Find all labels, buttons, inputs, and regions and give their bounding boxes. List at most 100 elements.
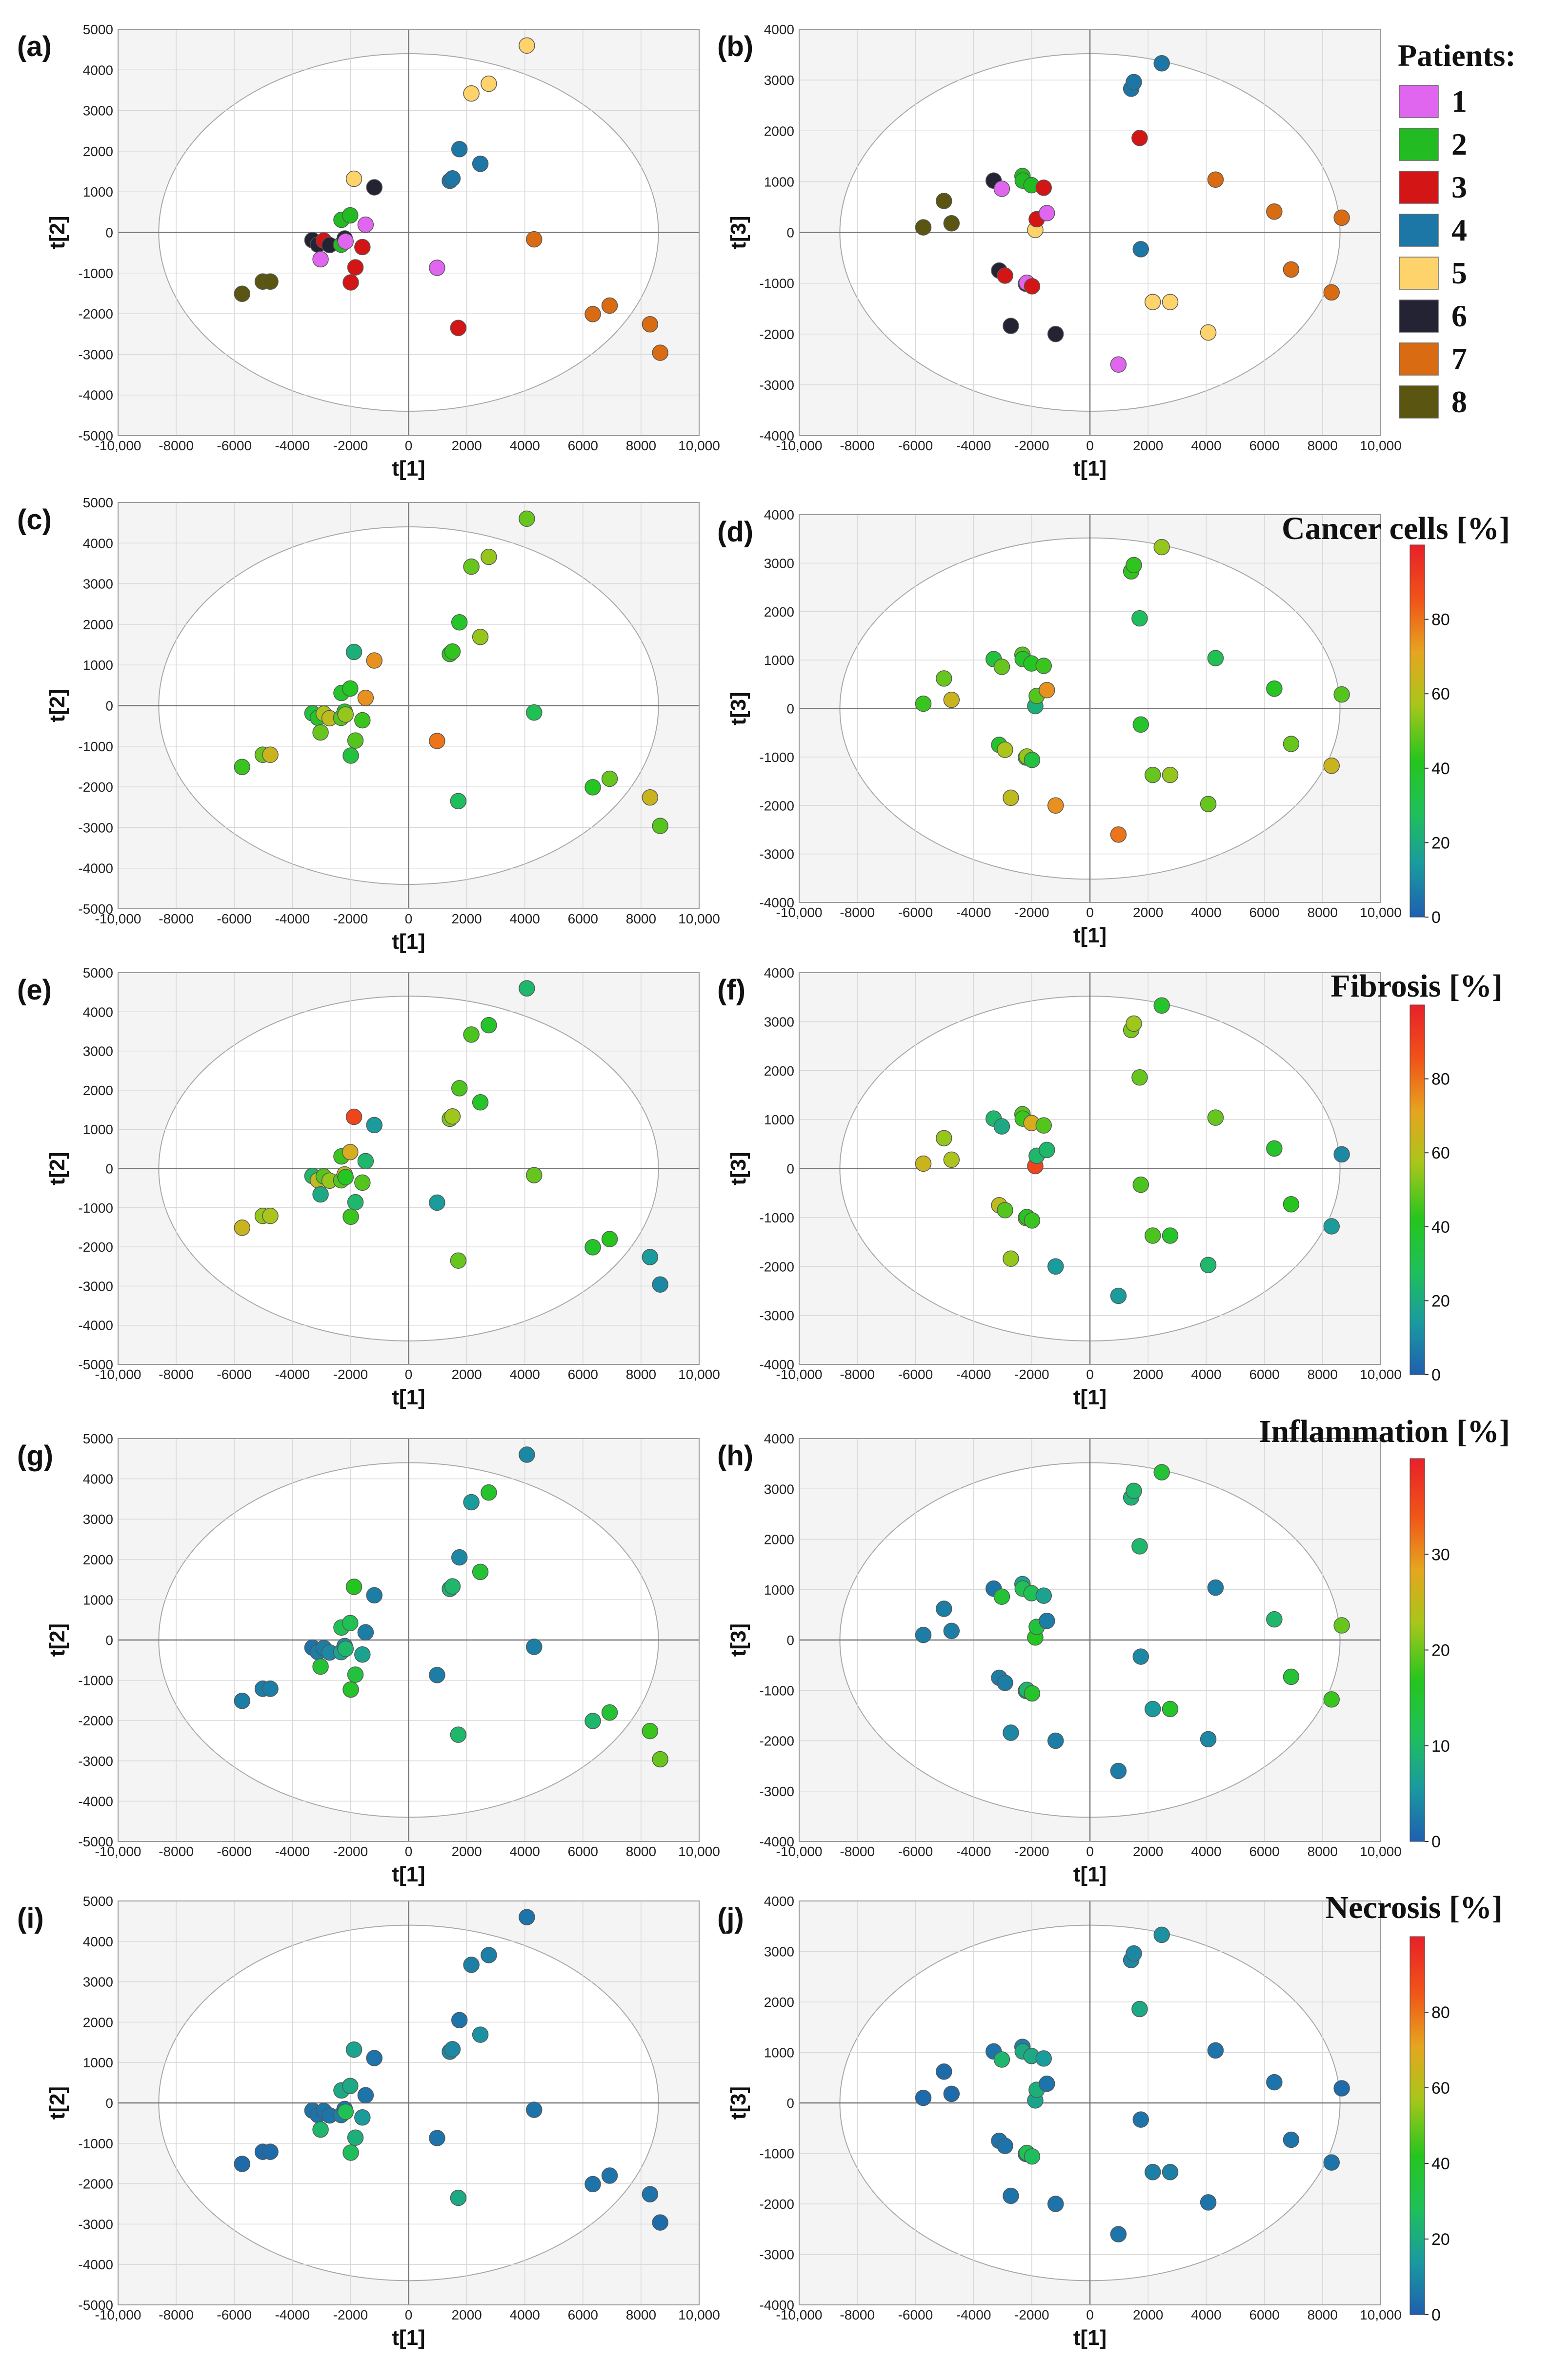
x-tick-label: -4000 <box>956 1844 991 1859</box>
colorbar-tick-label: 80 <box>1431 2003 1450 2022</box>
data-point <box>472 1094 489 1111</box>
y-tick-label: -1000 <box>759 2146 794 2161</box>
plot-frame <box>799 1900 1381 2305</box>
data-point <box>642 316 659 333</box>
data-point <box>642 2186 659 2202</box>
data-point <box>1144 766 1161 783</box>
data-point <box>1200 1257 1217 1273</box>
panel-h: -10,000 -8000 -6000 -4000 -2000 0 2000 4000 6000… <box>717 1431 1402 1886</box>
x-tick-label: -8000 <box>840 1844 875 1859</box>
y-tick-label: -3000 <box>759 2247 794 2262</box>
data-point <box>936 2063 952 2080</box>
panel-g: -10,000 -8000 -6000 -4000 -2000 0 2000 4000 6000… <box>17 1431 720 1886</box>
data-point <box>347 259 364 276</box>
data-point <box>584 1239 601 1256</box>
panel-label: (f) <box>717 974 745 1006</box>
colorbar-tick-label: 30 <box>1431 1545 1450 1564</box>
data-point <box>337 1169 354 1185</box>
data-point <box>993 1588 1010 1605</box>
data-point <box>642 1249 659 1265</box>
data-point <box>337 1640 354 1657</box>
data-point <box>915 1626 932 1643</box>
data-point <box>601 297 618 314</box>
y-tick-label: 4000 <box>764 965 794 980</box>
colorbar-title: Necrosis [%] <box>1325 1890 1503 1925</box>
data-point <box>337 233 354 250</box>
data-point <box>472 1563 489 1580</box>
data-point <box>450 320 467 337</box>
y-tick-label: 0 <box>105 1633 113 1648</box>
data-point <box>342 1681 359 1698</box>
data-point <box>342 2078 359 2094</box>
y-tick-label: 5000 <box>83 495 113 510</box>
panel-j: -10,000 -8000 -6000 -4000 -2000 0 2000 4000 6000… <box>717 1894 1402 2350</box>
data-point <box>262 1207 279 1224</box>
x-tick-label: 2000 <box>1133 1844 1163 1859</box>
legend-swatch <box>1399 85 1439 118</box>
y-tick-label: -4000 <box>78 388 113 403</box>
data-point <box>342 1144 359 1160</box>
data-point <box>1110 2226 1127 2242</box>
x-tick-label: 4000 <box>1191 2307 1221 2322</box>
legend-swatch <box>1399 257 1439 290</box>
x-tick-label: 2000 <box>1133 438 1163 453</box>
x-tick-label: 2000 <box>451 2307 482 2322</box>
data-point <box>993 1118 1010 1135</box>
data-point <box>943 1151 960 1168</box>
x-tick-label: 4000 <box>510 2307 540 2322</box>
data-point <box>1162 294 1179 310</box>
data-point <box>1283 2131 1300 2148</box>
data-point <box>1126 1482 1142 1500</box>
x-tick-label: -10,000 <box>95 438 141 453</box>
colorbar-fibrosis: Fibrosis [%] 0 20 40 60 80 <box>1330 968 1503 1384</box>
x-tick-label: 10,000 <box>1360 1844 1402 1859</box>
data-point <box>1035 1587 1052 1604</box>
data-point <box>444 170 461 187</box>
data-point <box>1333 2080 1350 2097</box>
data-point <box>1126 1945 1142 1962</box>
x-tick-label: -6000 <box>217 1844 252 1859</box>
data-point <box>943 215 960 232</box>
y-axis-label: t[3] <box>726 216 750 249</box>
data-point <box>1131 610 1148 627</box>
y-tick-label: -5000 <box>78 1834 113 1849</box>
y-tick-label: 3000 <box>83 1044 113 1059</box>
x-tick-label: 8000 <box>1308 2307 1338 2322</box>
x-axis-label: t[1] <box>1073 2326 1107 2350</box>
data-point <box>584 306 601 322</box>
y-tick-label: -4000 <box>759 1834 794 1849</box>
panel-d: -10,000 -8000 -6000 -4000 -2000 0 2000 4000 6000… <box>717 507 1402 947</box>
y-tick-label: 2000 <box>83 617 113 632</box>
panel-f: -10,000 -8000 -6000 -4000 -2000 0 2000 4000 6000… <box>717 965 1402 1409</box>
data-point <box>1110 826 1127 843</box>
data-point <box>234 1692 251 1709</box>
data-point <box>234 285 251 302</box>
data-point <box>1266 680 1283 697</box>
data-point <box>1047 797 1064 814</box>
y-tick-label: -4000 <box>759 2298 794 2313</box>
x-axis-label: t[1] <box>1073 457 1107 480</box>
data-point <box>234 759 251 776</box>
x-tick-label: 4000 <box>510 911 540 926</box>
legend-swatch <box>1399 128 1439 161</box>
x-tick-label: 10,000 <box>1360 2307 1402 2322</box>
data-point <box>1035 180 1052 196</box>
data-point <box>1283 736 1300 752</box>
data-point <box>1024 1212 1041 1229</box>
data-point <box>1200 1731 1217 1748</box>
data-point <box>444 2041 461 2058</box>
y-tick-label: 4000 <box>83 62 113 78</box>
x-tick-label: -8000 <box>159 1844 194 1859</box>
y-tick-label: -1000 <box>78 2136 113 2151</box>
data-point <box>429 260 445 276</box>
y-tick-label: -4000 <box>78 1794 113 1809</box>
x-axis-label: t[1] <box>1073 1862 1107 1886</box>
data-point <box>526 1639 543 1655</box>
data-point <box>1144 1227 1161 1244</box>
y-tick-label: 1000 <box>764 653 794 668</box>
x-tick-label: 0 <box>1086 2307 1094 2322</box>
data-point <box>347 1666 364 1683</box>
data-point <box>1144 294 1161 310</box>
data-point <box>345 2041 362 2058</box>
